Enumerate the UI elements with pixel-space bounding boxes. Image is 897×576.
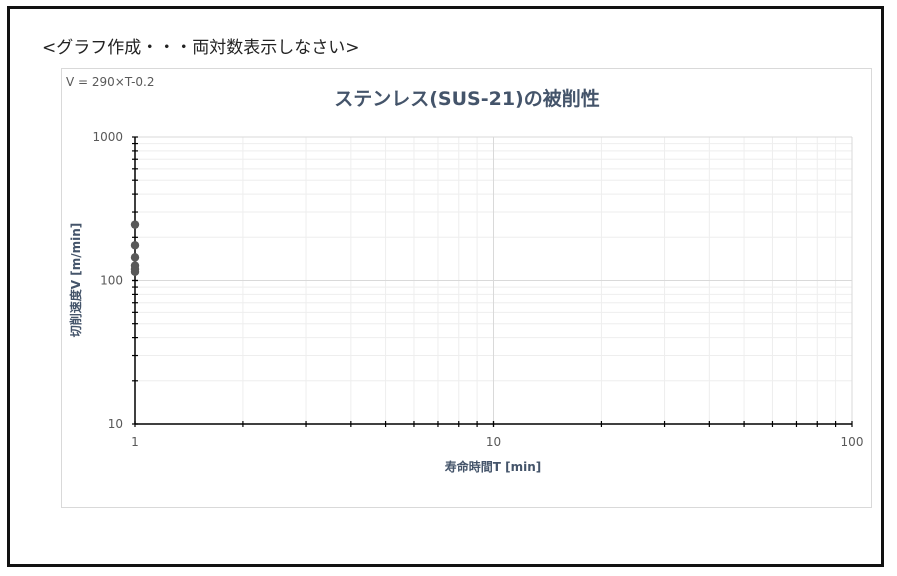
x-tick-label: 100 bbox=[841, 435, 864, 449]
data-point bbox=[130, 267, 140, 276]
data-points bbox=[130, 220, 140, 276]
x-tick-label: 10 bbox=[486, 435, 501, 449]
y-tick-label: 100 bbox=[100, 274, 123, 288]
data-point bbox=[130, 241, 140, 250]
worksheet-frame bbox=[7, 6, 884, 567]
x-axis-label: 寿命時間T [min] bbox=[445, 459, 542, 474]
y-tick-label: 10 bbox=[108, 417, 123, 431]
major-gridlines bbox=[135, 136, 853, 424]
equation-annotation: V = 290×T-0.2 bbox=[66, 75, 155, 89]
y-axis-label: 切削速度V [m/min] bbox=[68, 223, 83, 337]
x-tick-label: 1 bbox=[131, 435, 139, 449]
tick-labels: 1 10 100 10 100 1000 bbox=[92, 130, 863, 449]
data-point bbox=[130, 253, 140, 262]
data-point bbox=[130, 220, 140, 229]
chart-title: ステンレス(SUS-21)の被削性 bbox=[334, 87, 600, 110]
y-tick-label: 1000 bbox=[92, 130, 123, 144]
page-heading: <グラフ作成・・・両対数表示しなさい> bbox=[42, 38, 360, 58]
axis-ticks bbox=[132, 136, 853, 427]
chart-area[interactable] bbox=[61, 68, 872, 508]
